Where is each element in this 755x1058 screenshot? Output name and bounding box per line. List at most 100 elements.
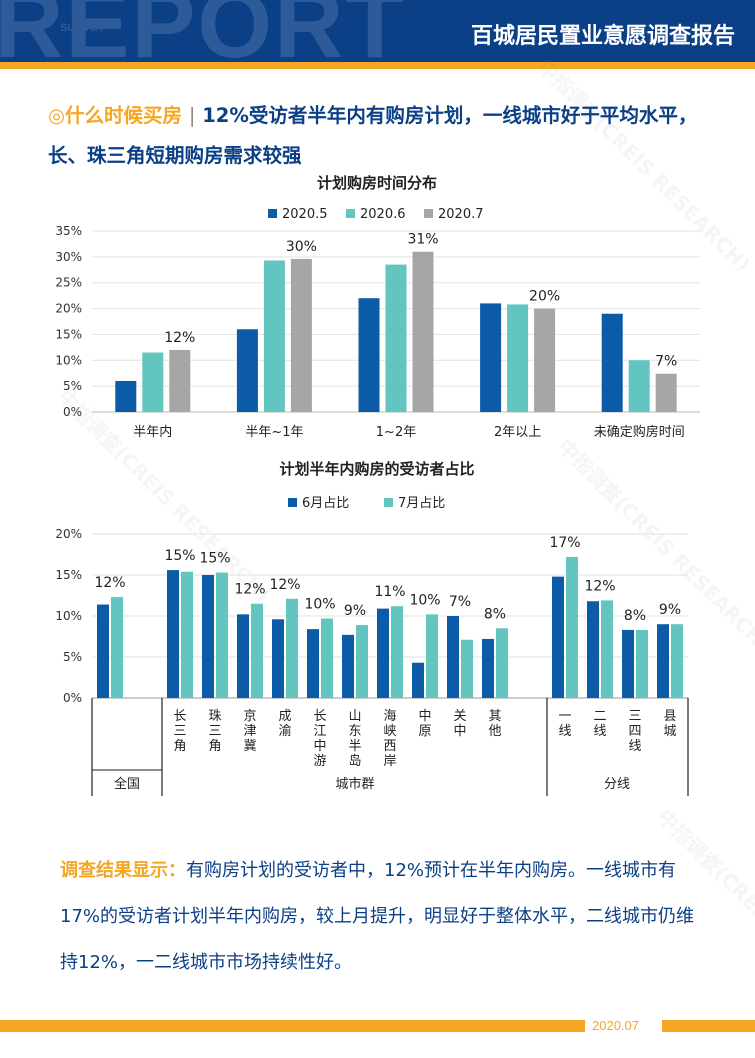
x-tick-label: 三 [208,724,221,739]
bar [636,629,648,698]
legend-label: 7月占比 [398,496,445,511]
bar [167,570,179,698]
legend-swatch [424,209,433,218]
bar [391,606,403,698]
bar [358,298,380,412]
footer-bar-left [0,1020,585,1032]
bar [482,638,494,698]
data-label: 8% [624,608,646,624]
group-label: 全国 [114,776,140,792]
bar [263,260,285,412]
data-label: 30% [286,239,317,255]
x-tick-label: 关 [453,709,466,724]
bar [412,251,434,412]
x-tick-label: 半年~1年 [245,425,303,440]
bar [216,572,228,698]
x-tick-label: 线 [593,724,606,739]
bar [181,571,193,698]
y-tick-label: 15% [55,327,82,341]
header-bg-text: REPORT [0,0,407,62]
bar [657,624,669,698]
x-tick-label: 峡 [383,724,396,739]
x-tick-label: 江 [313,724,326,739]
bar [356,625,368,698]
legend-swatch [346,209,355,218]
headline-separator: | [188,104,196,127]
footer-bar-right [662,1020,755,1032]
data-label: 15% [164,548,195,564]
x-tick-label: 三 [628,709,641,724]
bar [237,614,249,698]
x-tick-label: 2年以上 [494,425,541,440]
x-tick-label: 一 [558,709,571,724]
bar [321,618,333,698]
x-tick-label: 城 [663,724,676,739]
y-tick-label: 15% [55,568,82,582]
x-tick-label: 长 [313,709,326,724]
x-tick-label: 成 [278,709,291,724]
bar [447,616,459,698]
x-tick-label: 三 [173,724,186,739]
bar [272,619,284,698]
bar [587,601,599,698]
bar [552,576,564,698]
y-tick-label: 20% [55,302,82,316]
legend-swatch [384,498,393,507]
y-tick-label: 35% [55,224,82,238]
header-bg-subtext: SURVEY [60,22,106,34]
bar [622,629,634,698]
x-tick-label: 冀 [243,738,256,754]
bar [426,614,438,698]
group-label: 分线 [604,777,630,792]
x-tick-label: 半 [348,739,361,754]
bar [251,603,263,698]
legend-swatch [268,209,277,218]
bar [628,360,650,412]
data-label: 12% [164,330,195,346]
footer-date: 2020.07 [592,1018,639,1033]
x-tick-label: 未确定购房时间 [594,424,685,440]
x-tick-label: 四 [628,724,641,739]
x-tick-label: 西 [383,739,396,754]
bar [601,600,613,698]
bar [377,608,389,698]
y-tick-label: 10% [55,609,82,623]
bar [169,349,191,412]
bar [286,598,298,698]
data-label: 12% [269,577,300,593]
data-label: 7% [655,354,677,370]
x-tick-label: 岛 [348,753,361,769]
legend-label: 2020.7 [438,207,484,222]
bar [412,662,424,698]
header-bar: REPORT SURVEY 百城居民置业意愿调查报告 [0,0,755,62]
data-label: 10% [409,592,440,608]
bar [307,629,319,698]
legend-label: 6月占比 [302,496,349,511]
headline: ◎什么时候买房 | 12%受访者半年内有购房计划，一线城市好于平均水平，长、珠三… [48,96,728,176]
legend-label: 2020.5 [282,207,328,222]
x-tick-label: 中 [453,724,466,739]
x-tick-label: 县 [663,709,676,724]
x-tick-label: 津 [243,724,256,739]
data-label: 20% [529,289,560,305]
y-tick-label: 30% [55,250,82,264]
bar [496,628,508,698]
x-tick-label: 线 [558,724,571,739]
report-title: 百城居民置业意愿调查报告 [470,24,735,49]
y-tick-label: 5% [63,650,82,664]
x-tick-label: 其 [488,709,501,724]
data-label: 12% [94,575,125,591]
data-label: 9% [659,602,681,618]
x-tick-label: 山 [348,709,361,724]
bar [290,258,312,412]
y-tick-label: 0% [63,405,82,419]
x-tick-label: 东 [348,724,361,739]
bar [507,304,529,412]
bar [480,303,502,412]
summary-text: 有购房计划的受访者中，12%预计在半年内购房。一线城市有17%的受访者计划半年内… [60,860,695,973]
x-tick-label: 珠 [208,709,221,724]
bar [97,604,109,698]
bar [111,597,123,698]
legend-label: 2020.6 [360,207,406,222]
bar [566,556,578,698]
